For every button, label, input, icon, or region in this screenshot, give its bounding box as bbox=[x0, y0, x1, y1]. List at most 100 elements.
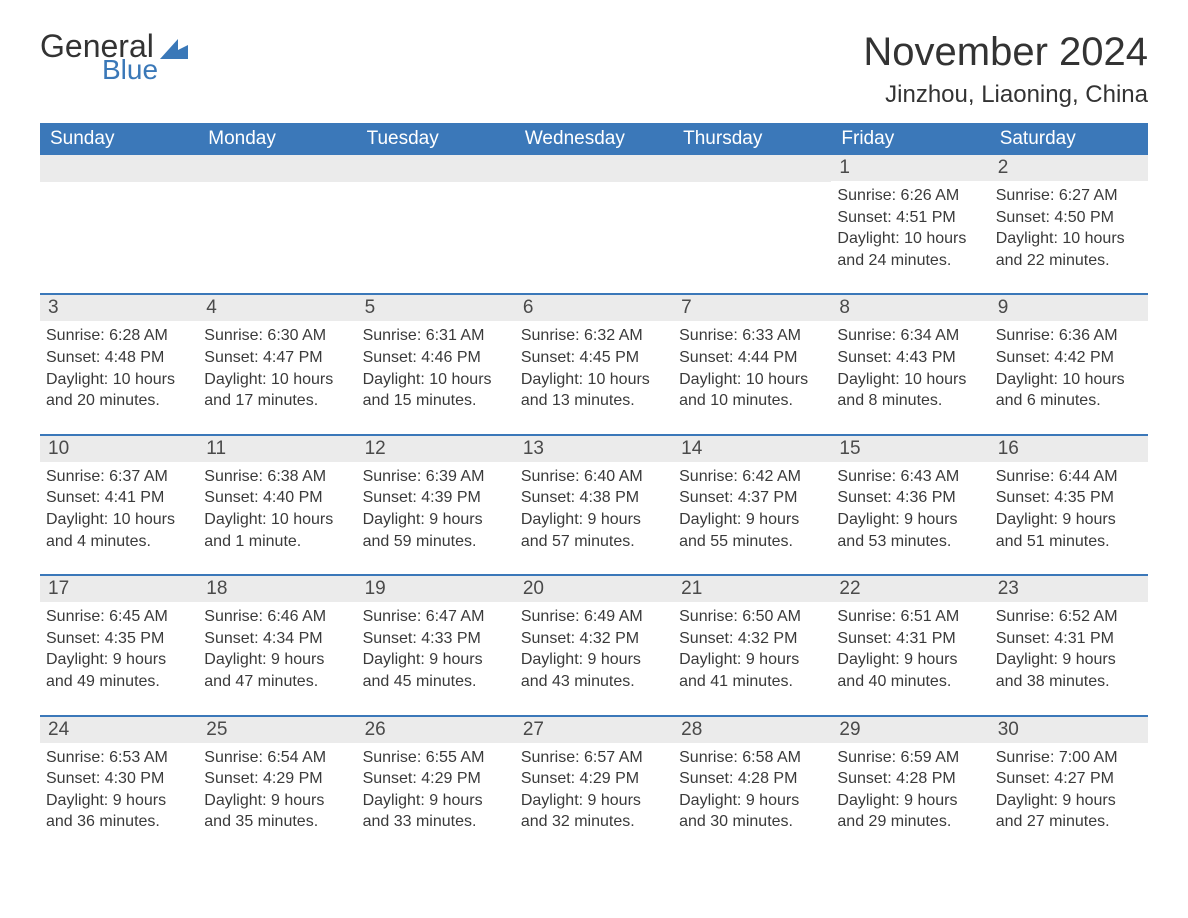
sunrise-text: Sunrise: 6:31 AM bbox=[363, 325, 507, 347]
day-number: 27 bbox=[515, 717, 673, 743]
day-cell bbox=[198, 155, 356, 275]
sunrise-text: Sunrise: 6:55 AM bbox=[363, 747, 507, 769]
day-cell bbox=[673, 155, 831, 275]
day-cell: 9Sunrise: 6:36 AMSunset: 4:42 PMDaylight… bbox=[990, 295, 1148, 415]
day-body: Sunrise: 6:37 AMSunset: 4:41 PMDaylight:… bbox=[40, 462, 198, 556]
day-cell: 20Sunrise: 6:49 AMSunset: 4:32 PMDayligh… bbox=[515, 576, 673, 696]
day-body: Sunrise: 6:38 AMSunset: 4:40 PMDaylight:… bbox=[198, 462, 356, 556]
day-number: 8 bbox=[831, 295, 989, 321]
day-cell: 23Sunrise: 6:52 AMSunset: 4:31 PMDayligh… bbox=[990, 576, 1148, 696]
sunset-text: Sunset: 4:28 PM bbox=[837, 768, 981, 790]
day-number: 7 bbox=[673, 295, 831, 321]
day-number: 25 bbox=[198, 717, 356, 743]
daylight-text: Daylight: 10 hours and 24 minutes. bbox=[837, 228, 981, 271]
sunset-text: Sunset: 4:29 PM bbox=[363, 768, 507, 790]
sunrise-text: Sunrise: 6:39 AM bbox=[363, 466, 507, 488]
day-cell: 5 Sunrise: 6:31 AMSunset: 4:46 PMDaylight… bbox=[357, 295, 515, 415]
day-cell: 25Sunrise: 6:54 AMSunset: 4:29 PMDayligh… bbox=[198, 717, 356, 837]
sunrise-text: Sunrise: 6:42 AM bbox=[679, 466, 823, 488]
daylight-text: Daylight: 10 hours and 20 minutes. bbox=[46, 369, 190, 412]
day-body: Sunrise: 6:57 AMSunset: 4:29 PMDaylight:… bbox=[515, 743, 673, 837]
day-body: Sunrise: 6:46 AMSunset: 4:34 PMDaylight:… bbox=[198, 602, 356, 696]
sunrise-text: Sunrise: 6:57 AM bbox=[521, 747, 665, 769]
daylight-text: Daylight: 10 hours and 15 minutes. bbox=[363, 369, 507, 412]
daylight-text: Daylight: 9 hours and 49 minutes. bbox=[46, 649, 190, 692]
sunset-text: Sunset: 4:50 PM bbox=[996, 207, 1140, 229]
day-cell: 30Sunrise: 7:00 AMSunset: 4:27 PMDayligh… bbox=[990, 717, 1148, 837]
day-body: Sunrise: 6:59 AMSunset: 4:28 PMDaylight:… bbox=[831, 743, 989, 837]
day-cell: 24Sunrise: 6:53 AMSunset: 4:30 PMDayligh… bbox=[40, 717, 198, 837]
day-body: Sunrise: 6:40 AMSunset: 4:38 PMDaylight:… bbox=[515, 462, 673, 556]
sunrise-text: Sunrise: 6:26 AM bbox=[837, 185, 981, 207]
weekday-header: Sunday bbox=[40, 123, 198, 155]
day-number: 10 bbox=[40, 436, 198, 462]
day-cell: 16Sunrise: 6:44 AMSunset: 4:35 PMDayligh… bbox=[990, 436, 1148, 556]
sunrise-text: Sunrise: 6:50 AM bbox=[679, 606, 823, 628]
sunset-text: Sunset: 4:29 PM bbox=[204, 768, 348, 790]
day-body: Sunrise: 6:52 AMSunset: 4:31 PMDaylight:… bbox=[990, 602, 1148, 696]
sunset-text: Sunset: 4:47 PM bbox=[204, 347, 348, 369]
day-body: Sunrise: 6:27 AMSunset: 4:50 PMDaylight:… bbox=[990, 181, 1148, 275]
week-row: 24Sunrise: 6:53 AMSunset: 4:30 PMDayligh… bbox=[40, 715, 1148, 837]
sunset-text: Sunset: 4:46 PM bbox=[363, 347, 507, 369]
weekday-header: Tuesday bbox=[357, 123, 515, 155]
logo: General Blue bbox=[40, 30, 188, 86]
weekday-header: Friday bbox=[831, 123, 989, 155]
day-cell: 27Sunrise: 6:57 AMSunset: 4:29 PMDayligh… bbox=[515, 717, 673, 837]
daylight-text: Daylight: 9 hours and 57 minutes. bbox=[521, 509, 665, 552]
day-cell: 3Sunrise: 6:28 AMSunset: 4:48 PMDaylight… bbox=[40, 295, 198, 415]
sunrise-text: Sunrise: 6:27 AM bbox=[996, 185, 1140, 207]
sunrise-text: Sunrise: 6:58 AM bbox=[679, 747, 823, 769]
daylight-text: Daylight: 10 hours and 6 minutes. bbox=[996, 369, 1140, 412]
weekday-header-row: Sunday Monday Tuesday Wednesday Thursday… bbox=[40, 123, 1148, 155]
daylight-text: Daylight: 10 hours and 13 minutes. bbox=[521, 369, 665, 412]
day-number: 2 bbox=[990, 155, 1148, 181]
daylight-text: Daylight: 9 hours and 45 minutes. bbox=[363, 649, 507, 692]
logo-text-sub: Blue bbox=[102, 54, 188, 86]
sunset-text: Sunset: 4:43 PM bbox=[837, 347, 981, 369]
day-number: 9 bbox=[990, 295, 1148, 321]
daylight-text: Daylight: 9 hours and 33 minutes. bbox=[363, 790, 507, 833]
day-number: 21 bbox=[673, 576, 831, 602]
week-row: 1Sunrise: 6:26 AMSunset: 4:51 PMDaylight… bbox=[40, 155, 1148, 275]
day-number: 28 bbox=[673, 717, 831, 743]
day-cell: 10Sunrise: 6:37 AMSunset: 4:41 PMDayligh… bbox=[40, 436, 198, 556]
sunrise-text: Sunrise: 6:33 AM bbox=[679, 325, 823, 347]
sunset-text: Sunset: 4:31 PM bbox=[996, 628, 1140, 650]
sunset-text: Sunset: 4:32 PM bbox=[679, 628, 823, 650]
day-number: 15 bbox=[831, 436, 989, 462]
daylight-text: Daylight: 9 hours and 27 minutes. bbox=[996, 790, 1140, 833]
day-body: Sunrise: 6:55 AMSunset: 4:29 PMDaylight:… bbox=[357, 743, 515, 837]
daylight-text: Daylight: 9 hours and 32 minutes. bbox=[521, 790, 665, 833]
weekday-header: Saturday bbox=[990, 123, 1148, 155]
day-cell: 14Sunrise: 6:42 AMSunset: 4:37 PMDayligh… bbox=[673, 436, 831, 556]
day-body: Sunrise: 6:50 AMSunset: 4:32 PMDaylight:… bbox=[673, 602, 831, 696]
day-number: 20 bbox=[515, 576, 673, 602]
sunrise-text: Sunrise: 6:52 AM bbox=[996, 606, 1140, 628]
day-cell: 17Sunrise: 6:45 AMSunset: 4:35 PMDayligh… bbox=[40, 576, 198, 696]
day-cell: 6Sunrise: 6:32 AMSunset: 4:45 PMDaylight… bbox=[515, 295, 673, 415]
sunrise-text: Sunrise: 6:46 AM bbox=[204, 606, 348, 628]
day-body: Sunrise: 6:51 AMSunset: 4:31 PMDaylight:… bbox=[831, 602, 989, 696]
day-number: 17 bbox=[40, 576, 198, 602]
day-cell: 2Sunrise: 6:27 AMSunset: 4:50 PMDaylight… bbox=[990, 155, 1148, 275]
daylight-text: Daylight: 10 hours and 1 minute. bbox=[204, 509, 348, 552]
day-number: 5 bbox=[357, 295, 515, 321]
daylight-text: Daylight: 9 hours and 51 minutes. bbox=[996, 509, 1140, 552]
sunrise-text: Sunrise: 6:38 AM bbox=[204, 466, 348, 488]
sunrise-text: Sunrise: 6:32 AM bbox=[521, 325, 665, 347]
day-cell bbox=[515, 155, 673, 275]
daylight-text: Daylight: 9 hours and 38 minutes. bbox=[996, 649, 1140, 692]
day-body: Sunrise: 6:32 AMSunset: 4:45 PMDaylight:… bbox=[515, 321, 673, 415]
day-number-empty bbox=[357, 155, 515, 182]
sunset-text: Sunset: 4:42 PM bbox=[996, 347, 1140, 369]
sunset-text: Sunset: 4:44 PM bbox=[679, 347, 823, 369]
day-body: Sunrise: 6:49 AMSunset: 4:32 PMDaylight:… bbox=[515, 602, 673, 696]
daylight-text: Daylight: 9 hours and 47 minutes. bbox=[204, 649, 348, 692]
day-body: Sunrise: 6:36 AMSunset: 4:42 PMDaylight:… bbox=[990, 321, 1148, 415]
sunrise-text: Sunrise: 6:53 AM bbox=[46, 747, 190, 769]
day-cell: 11Sunrise: 6:38 AMSunset: 4:40 PMDayligh… bbox=[198, 436, 356, 556]
week-row: 10Sunrise: 6:37 AMSunset: 4:41 PMDayligh… bbox=[40, 434, 1148, 556]
month-title: November 2024 bbox=[863, 30, 1148, 75]
daylight-text: Daylight: 9 hours and 40 minutes. bbox=[837, 649, 981, 692]
